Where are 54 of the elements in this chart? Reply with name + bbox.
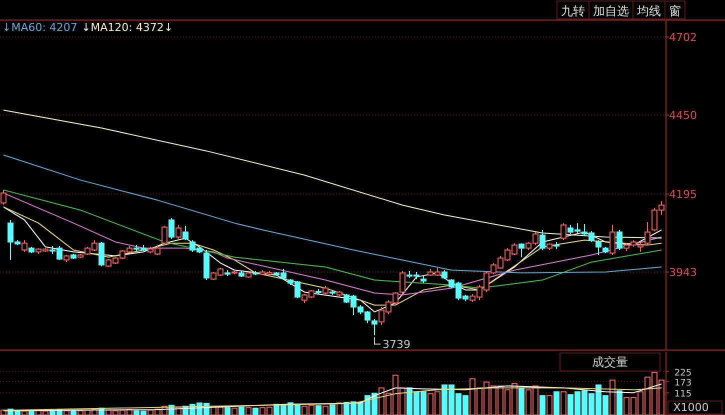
candlestick [182, 225, 188, 241]
candlestick [0, 189, 6, 206]
bar [316, 405, 322, 415]
bar [616, 390, 622, 415]
y-tick-label: 4450 [669, 109, 697, 122]
bar [22, 410, 28, 415]
bar [64, 410, 70, 415]
candlestick [162, 225, 168, 246]
candlestick [22, 240, 28, 252]
bar [330, 404, 336, 415]
candlestick [372, 318, 378, 336]
bar [232, 408, 238, 415]
candlestick [644, 222, 650, 246]
bar [518, 387, 524, 415]
candlestick [596, 240, 602, 256]
candlestick [610, 224, 616, 256]
text: X1000 [673, 401, 709, 414]
candlestick [616, 229, 622, 251]
bar [252, 408, 258, 415]
line-series [3, 154, 662, 274]
bar [70, 410, 76, 415]
candlestick [168, 218, 174, 240]
y-tick-label: 4702 [669, 31, 697, 44]
bar [546, 395, 552, 415]
text: 均线 [636, 4, 661, 18]
chart-title: 成交量 [592, 355, 628, 369]
bar [224, 407, 230, 415]
y-tick-label: 115 [674, 390, 692, 400]
y-tick-label: 225 [674, 368, 692, 378]
bar [238, 406, 244, 415]
text: 窗 [669, 4, 681, 18]
candlestick [400, 270, 406, 294]
candlestick [518, 242, 524, 258]
bar [540, 395, 546, 415]
bar [554, 391, 560, 415]
y-tick-label: 3943 [669, 266, 697, 279]
line-series [3, 110, 662, 238]
candlestick [98, 241, 104, 267]
y-tick-label: 173 [674, 378, 692, 388]
text: ↓MA120: 4372↓ [81, 21, 174, 34]
candlestick [560, 222, 566, 241]
bar [560, 391, 566, 415]
bar [336, 402, 342, 415]
bar [322, 406, 328, 415]
y-tick-label: 4195 [669, 188, 697, 201]
bar [610, 380, 616, 415]
text: 加自选 [593, 4, 629, 18]
line-series [3, 387, 662, 411]
candlestick [176, 224, 182, 240]
annotation: 3739 [382, 338, 410, 352]
bar [246, 407, 252, 415]
text: ↓MA60: 4207 [2, 21, 78, 34]
text: 九转 [561, 4, 585, 18]
candlestick [540, 229, 546, 251]
